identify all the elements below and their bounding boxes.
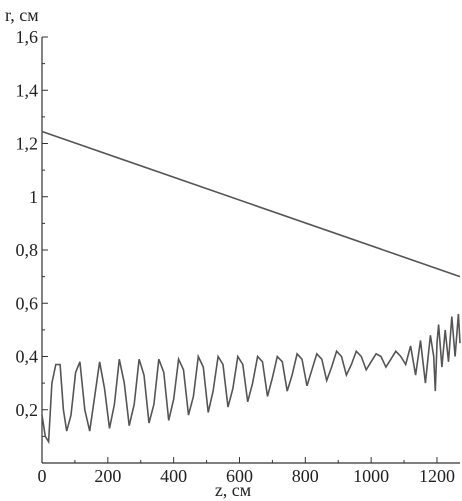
x-tick-label: 1200 <box>419 466 455 486</box>
series-2-line <box>41 313 461 445</box>
series-1-line <box>41 130 461 278</box>
x-tick-label: 400 <box>160 466 187 486</box>
y-axis-title: r, см <box>5 5 39 25</box>
ticks: 0,2 0,4 0,6 0,8 1 1,2 1,4 1,6 0 200 400 600 800 1000 1… <box>16 27 455 486</box>
y-tick-label: 0,2 <box>16 400 39 420</box>
x-tick-label: 800 <box>292 466 319 486</box>
y-tick-label: 1,2 <box>16 134 39 154</box>
x-axis-title: z, см <box>215 480 251 500</box>
x-tick-label: 200 <box>94 466 121 486</box>
axes <box>41 37 460 464</box>
y-tick-label: 0,6 <box>16 293 39 313</box>
series-group <box>41 130 461 445</box>
x-tick-label: 600 <box>226 466 253 486</box>
x-tick-label: 1000 <box>353 466 389 486</box>
x-tick-label: 0 <box>38 466 47 486</box>
y-tick-label: 1,6 <box>16 27 39 47</box>
y-tick-label: 1 <box>29 187 38 207</box>
y-tick-label: 0,8 <box>16 240 39 260</box>
y-tick-label: 0,4 <box>16 347 39 367</box>
y-tick-label: 1,4 <box>16 80 39 100</box>
